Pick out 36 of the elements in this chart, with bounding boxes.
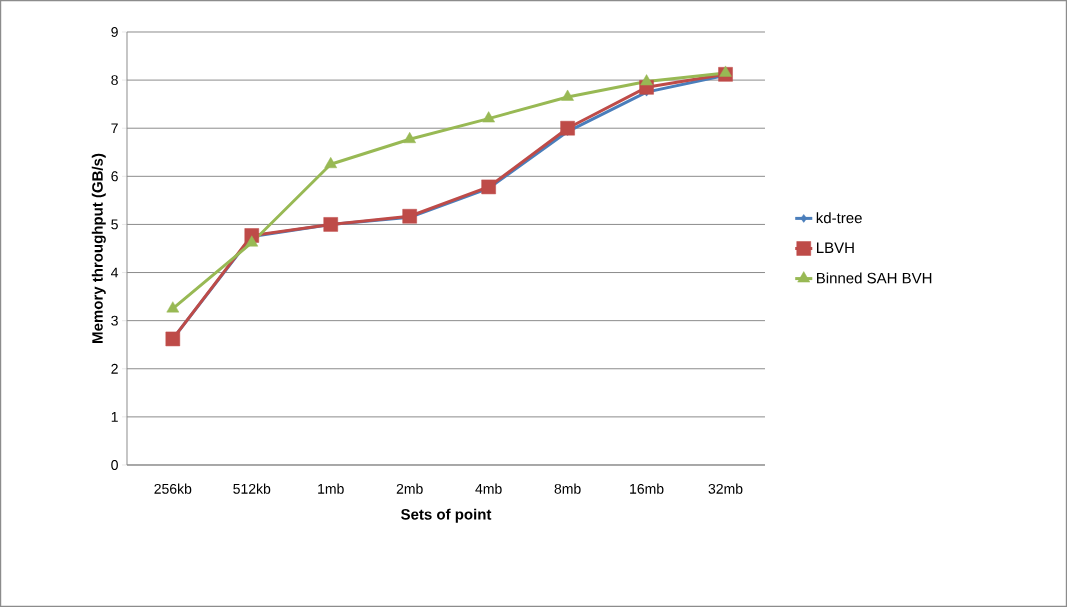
x-tick-label: 16mb [630, 483, 664, 494]
point [482, 111, 495, 123]
x-tick-label: 32mb [708, 483, 743, 494]
y-tick-label: 3 [111, 315, 118, 326]
x-axis-title: Sets of point [401, 508, 492, 523]
point [324, 157, 338, 169]
y-tick-label: 4 [111, 267, 119, 278]
y-tick-label: 2 [111, 363, 118, 374]
y-tick-label: 7 [111, 123, 118, 134]
legend-label: LBVH [817, 242, 854, 253]
point [481, 179, 496, 195]
point [402, 209, 417, 224]
y-tick-label: 8 [111, 75, 118, 86]
y-tick-label: 0 [111, 460, 118, 470]
x-tick-label: 4mb [475, 483, 502, 494]
point [323, 217, 338, 232]
y-tick-label: 1 [111, 412, 118, 422]
x-tick-label: 8mb [554, 483, 581, 494]
y-tick-label: 5 [111, 219, 118, 230]
y-tick-label: 6 [111, 171, 118, 182]
x-tick-label: 512kb [233, 483, 271, 494]
point [403, 132, 416, 144]
x-tick-label: 256kb [154, 483, 192, 494]
point [640, 74, 653, 86]
point [561, 89, 574, 101]
x-tick-label: 1mb [318, 483, 344, 494]
legend-label: kd-tree [816, 212, 862, 224]
x-tick-label: 2mb [396, 483, 423, 494]
point [165, 331, 181, 347]
point [166, 301, 180, 313]
y-axis-title: Memory throughput (GB/s) [91, 153, 106, 343]
legend-label: Binned SAH BVH [817, 272, 932, 284]
y-tick-label: 9 [111, 27, 118, 37]
point [719, 65, 732, 77]
point [560, 120, 575, 136]
point [245, 235, 259, 247]
